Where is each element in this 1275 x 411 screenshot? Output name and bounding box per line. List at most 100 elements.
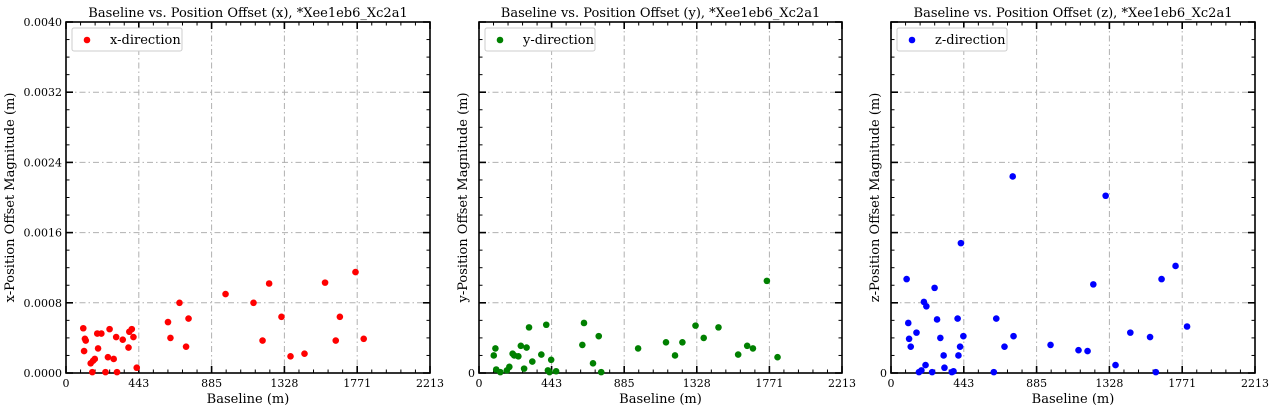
data-point <box>1158 275 1165 283</box>
data-point <box>774 353 781 361</box>
data-point <box>497 368 504 376</box>
data-point <box>360 335 368 343</box>
data-point <box>749 345 757 352</box>
data-point <box>743 342 751 350</box>
data-point <box>990 368 998 376</box>
y-axis-label: x-Position Offset Magnitude (m) <box>3 93 18 303</box>
legend-marker <box>83 36 91 44</box>
data-point <box>579 341 586 349</box>
legend-box <box>896 27 1008 52</box>
x-tick-label: 1328 <box>1095 377 1123 390</box>
data-point <box>904 319 912 327</box>
data-point <box>167 334 174 342</box>
data-point <box>597 368 605 376</box>
data-point <box>907 343 915 350</box>
data-point <box>91 355 99 363</box>
data-point <box>1112 361 1119 369</box>
data-point <box>734 351 742 358</box>
y-axis-label: y-Position Offset Magnitude (m) <box>456 92 471 303</box>
data-point <box>525 324 533 331</box>
plot-frame <box>65 21 431 374</box>
chart-panel-1: 0 443 885 1328 1771 2213 0.0000 0.0008 0.0016 0.0… <box>3 6 444 407</box>
data-point <box>89 368 96 376</box>
x-tick-label: 885 <box>1026 377 1047 390</box>
legend-label: x-direction <box>110 33 181 48</box>
data-point <box>937 334 944 342</box>
data-point <box>119 336 127 343</box>
data-point <box>715 324 722 331</box>
data-point <box>957 239 965 247</box>
data-point <box>960 332 967 340</box>
data-point <box>992 315 1000 322</box>
data-point <box>523 344 530 351</box>
data-point <box>222 290 229 298</box>
data-point <box>700 334 708 342</box>
x-axis-label: Baseline (m) <box>619 392 702 407</box>
data-point <box>110 355 117 363</box>
legend-marker <box>908 36 916 44</box>
data-point <box>164 318 172 326</box>
data-point <box>265 280 273 287</box>
data-point <box>595 332 603 340</box>
data-point <box>956 343 964 350</box>
y-tick-label: 0 <box>468 367 475 380</box>
data-point <box>94 345 102 352</box>
y-tick-label: 0.0040 <box>24 16 63 29</box>
data-point <box>1001 343 1008 350</box>
x-tick-label: 0 <box>63 377 70 390</box>
data-point <box>352 268 359 276</box>
plot-frame <box>890 21 1256 374</box>
data-point <box>679 338 686 346</box>
x-tick-label: 1771 <box>343 377 371 390</box>
x-axis-label: Baseline (m) <box>1032 392 1115 407</box>
data-point <box>1172 262 1179 270</box>
data-point <box>82 337 90 344</box>
data-point <box>922 361 929 369</box>
chart-panel-3: 0 443 885 1328 1771 2213 0 Baseline vs. Positio… <box>868 6 1269 407</box>
data-point <box>546 368 553 376</box>
data-point <box>955 352 962 359</box>
data-point <box>1010 332 1017 340</box>
data-point <box>176 299 183 307</box>
data-point <box>954 315 961 322</box>
data-point <box>931 284 938 292</box>
data-point <box>1127 329 1134 336</box>
x-tick-label: 1771 <box>755 377 783 390</box>
x-tick-label: 2213 <box>416 377 444 390</box>
data-point <box>662 338 670 346</box>
data-point <box>1084 347 1091 355</box>
data-point <box>918 367 925 374</box>
x-tick-label: 885 <box>614 377 635 390</box>
data-point <box>102 368 109 376</box>
data-point <box>933 316 941 323</box>
data-point <box>580 319 588 327</box>
data-point <box>1102 192 1109 200</box>
data-point <box>1047 341 1054 349</box>
data-point <box>923 303 930 310</box>
chart-panel-2: 0 443 885 1328 1771 2213 0 Baseline vs. Positio… <box>456 6 856 407</box>
chart-title: Baseline vs. Position Offset (y), *Xee1e… <box>501 6 820 21</box>
data-point <box>128 325 136 333</box>
data-point <box>130 333 137 341</box>
data-point <box>1183 323 1191 330</box>
data-point <box>529 358 536 365</box>
x-tick-label: 443 <box>953 377 974 390</box>
y-tick-label: 0.0024 <box>24 156 63 169</box>
data-point <box>940 352 947 359</box>
data-point <box>520 365 528 372</box>
data-point <box>506 363 513 371</box>
y-tick-label: 0.0016 <box>24 227 63 240</box>
data-point <box>515 353 522 360</box>
data-point <box>634 345 642 352</box>
x-tick-label: 2213 <box>828 377 856 390</box>
data-point <box>106 325 113 333</box>
data-point <box>287 353 294 360</box>
x-tick-label: 443 <box>128 377 149 390</box>
data-point <box>538 351 545 358</box>
data-point <box>1152 368 1160 376</box>
y-tick-label: 0.0008 <box>24 297 63 310</box>
data-point <box>185 315 192 322</box>
data-point <box>542 321 550 329</box>
